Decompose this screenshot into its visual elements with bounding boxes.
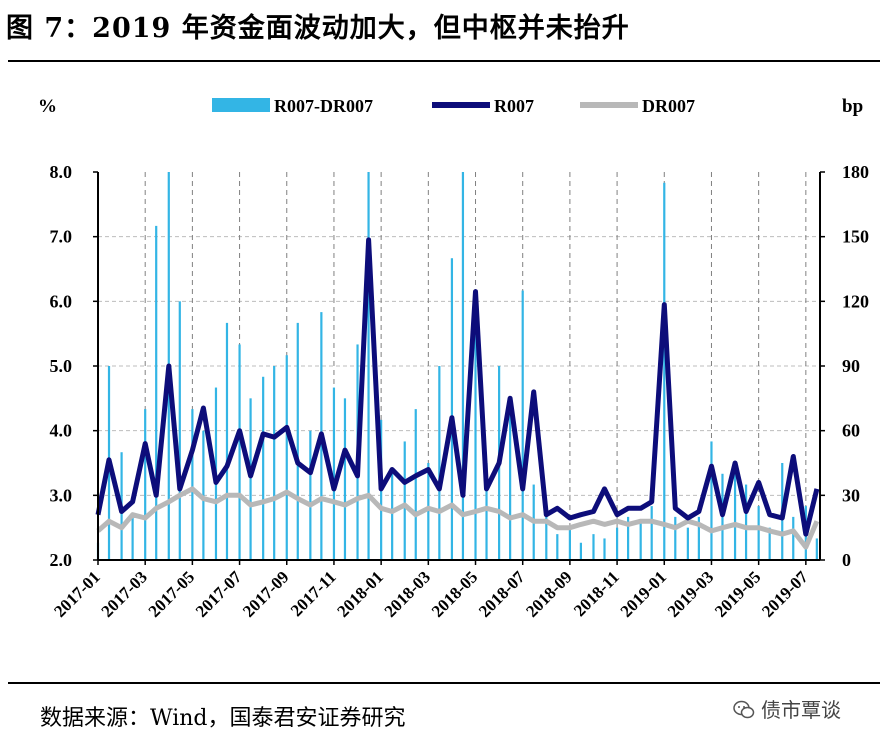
right-tick-label: 120 [842,291,869,311]
right-tick-label: 60 [842,421,860,441]
spread-bar [191,409,194,560]
spread-bar [663,182,666,560]
spread-bar [792,516,795,560]
watermark: 债市覃谈 [733,694,841,723]
wechat-icon [733,700,755,719]
x-tick-label: 2017-07 [192,567,246,621]
rate-lines [95,237,820,550]
legend-label: R007-DR007 [274,96,373,116]
x-tick-label: 2017-09 [239,567,293,621]
spread-bar [556,534,559,560]
x-tick-label: 2019-07 [758,567,812,621]
spread-bar [568,527,571,560]
spread-bar [626,516,630,560]
spread-bar [744,484,748,560]
x-tick-label: 2019-05 [711,567,765,621]
right-tick-label: 180 [842,162,869,182]
left-tick-label: 6.0 [50,291,73,311]
right-tick-label: 30 [842,485,860,505]
right-tick-label: 150 [842,227,869,247]
spread-bar [391,473,394,560]
legend-swatch-bar [212,98,270,112]
spread-bar [639,521,642,560]
right-tick-label: 0 [842,550,851,570]
left-tick-label: 4.0 [50,421,73,441]
spread-bar [592,534,595,560]
x-tick-label: 2018-09 [522,567,576,621]
spread-bar [262,376,265,560]
spread-bar [238,344,241,560]
chart-title: 图 7：2019 年资金面波动加大，但中枢并未抬升 [6,13,630,44]
x-tick-label: 2018-05 [428,567,482,621]
spread-bar [144,409,147,560]
x-tick-label: 2018-07 [475,567,529,621]
source-note: 数据来源：Wind，国泰君安证券研究 [40,706,406,731]
spread-bar [414,409,417,560]
spread-bar [615,527,619,560]
x-tick-label: 2017-03 [98,567,152,621]
spread-bar [521,290,524,560]
dr007-line [96,486,820,550]
spread-bar [427,463,430,560]
spread-bar [603,538,606,560]
spread-bar [273,366,276,560]
legend: R007-DR007 R007 DR007 [212,96,695,116]
spread-bar [461,172,465,560]
left-tick-label: 3.0 [50,485,73,505]
spread-bar [155,225,158,560]
spread-bar [768,527,771,560]
spread-bar [757,506,760,560]
spread-bar [509,409,512,560]
left-axis-label: % [38,96,57,117]
left-tick-label: 7.0 [50,227,73,247]
right-tick-label: 90 [842,356,860,376]
spread-bar [367,172,370,560]
spread-bar [332,387,336,560]
right-axis-label: bp [842,96,863,117]
left-tick-label: 8.0 [50,162,73,182]
x-tick-label: 2017-01 [50,567,104,621]
x-tick-label: 2018-11 [570,567,623,620]
spread-bar [815,538,818,560]
chart: 2.0 3.0 4.0 5.0 6.0 7.0 8.0 0 30 60 90 120 150 180% bp… [38,96,869,621]
spread-bar [438,366,441,560]
x-tick-label: 2018-03 [381,567,435,621]
spread-bar [733,463,737,560]
spread-bar [403,441,406,560]
x-tick-label: 2019-01 [617,567,671,621]
spread-bar [697,516,700,560]
spread-bar [285,355,288,560]
spread-bar [485,463,488,560]
source-rule [8,682,880,684]
x-tick-label: 2019-03 [664,567,718,621]
spread-bar [579,542,583,560]
spread-bar [474,301,477,560]
spread-bar [296,322,299,560]
left-tick-label: 5.0 [50,356,73,376]
spread-bar [178,301,181,560]
legend-label: R007 [494,96,534,116]
spread-bar [343,398,347,560]
left-tick-label: 2.0 [50,550,73,570]
spread-bar [686,527,689,560]
spread-bar [225,322,229,560]
x-tick-label: 2017-05 [145,567,199,621]
spread-bar [309,430,312,560]
watermark-text: 债市覃谈 [761,698,841,722]
spread-bar [131,516,134,560]
spread-bar [249,398,252,560]
spread-bar [710,441,713,560]
spread-bar [650,506,653,560]
legend-label: DR007 [642,96,695,116]
r007-line [95,237,820,537]
spread-bar [674,516,677,560]
title-rule [8,60,880,62]
spread-bar [545,516,548,560]
x-tick-label: 2018-01 [333,567,387,621]
x-tick-label: 2017-11 [287,567,340,620]
axes: 2.0 3.0 4.0 5.0 6.0 7.0 8.0 0 30 60 90 120 150 180% bp… [38,96,869,621]
spread-bar [450,258,454,560]
